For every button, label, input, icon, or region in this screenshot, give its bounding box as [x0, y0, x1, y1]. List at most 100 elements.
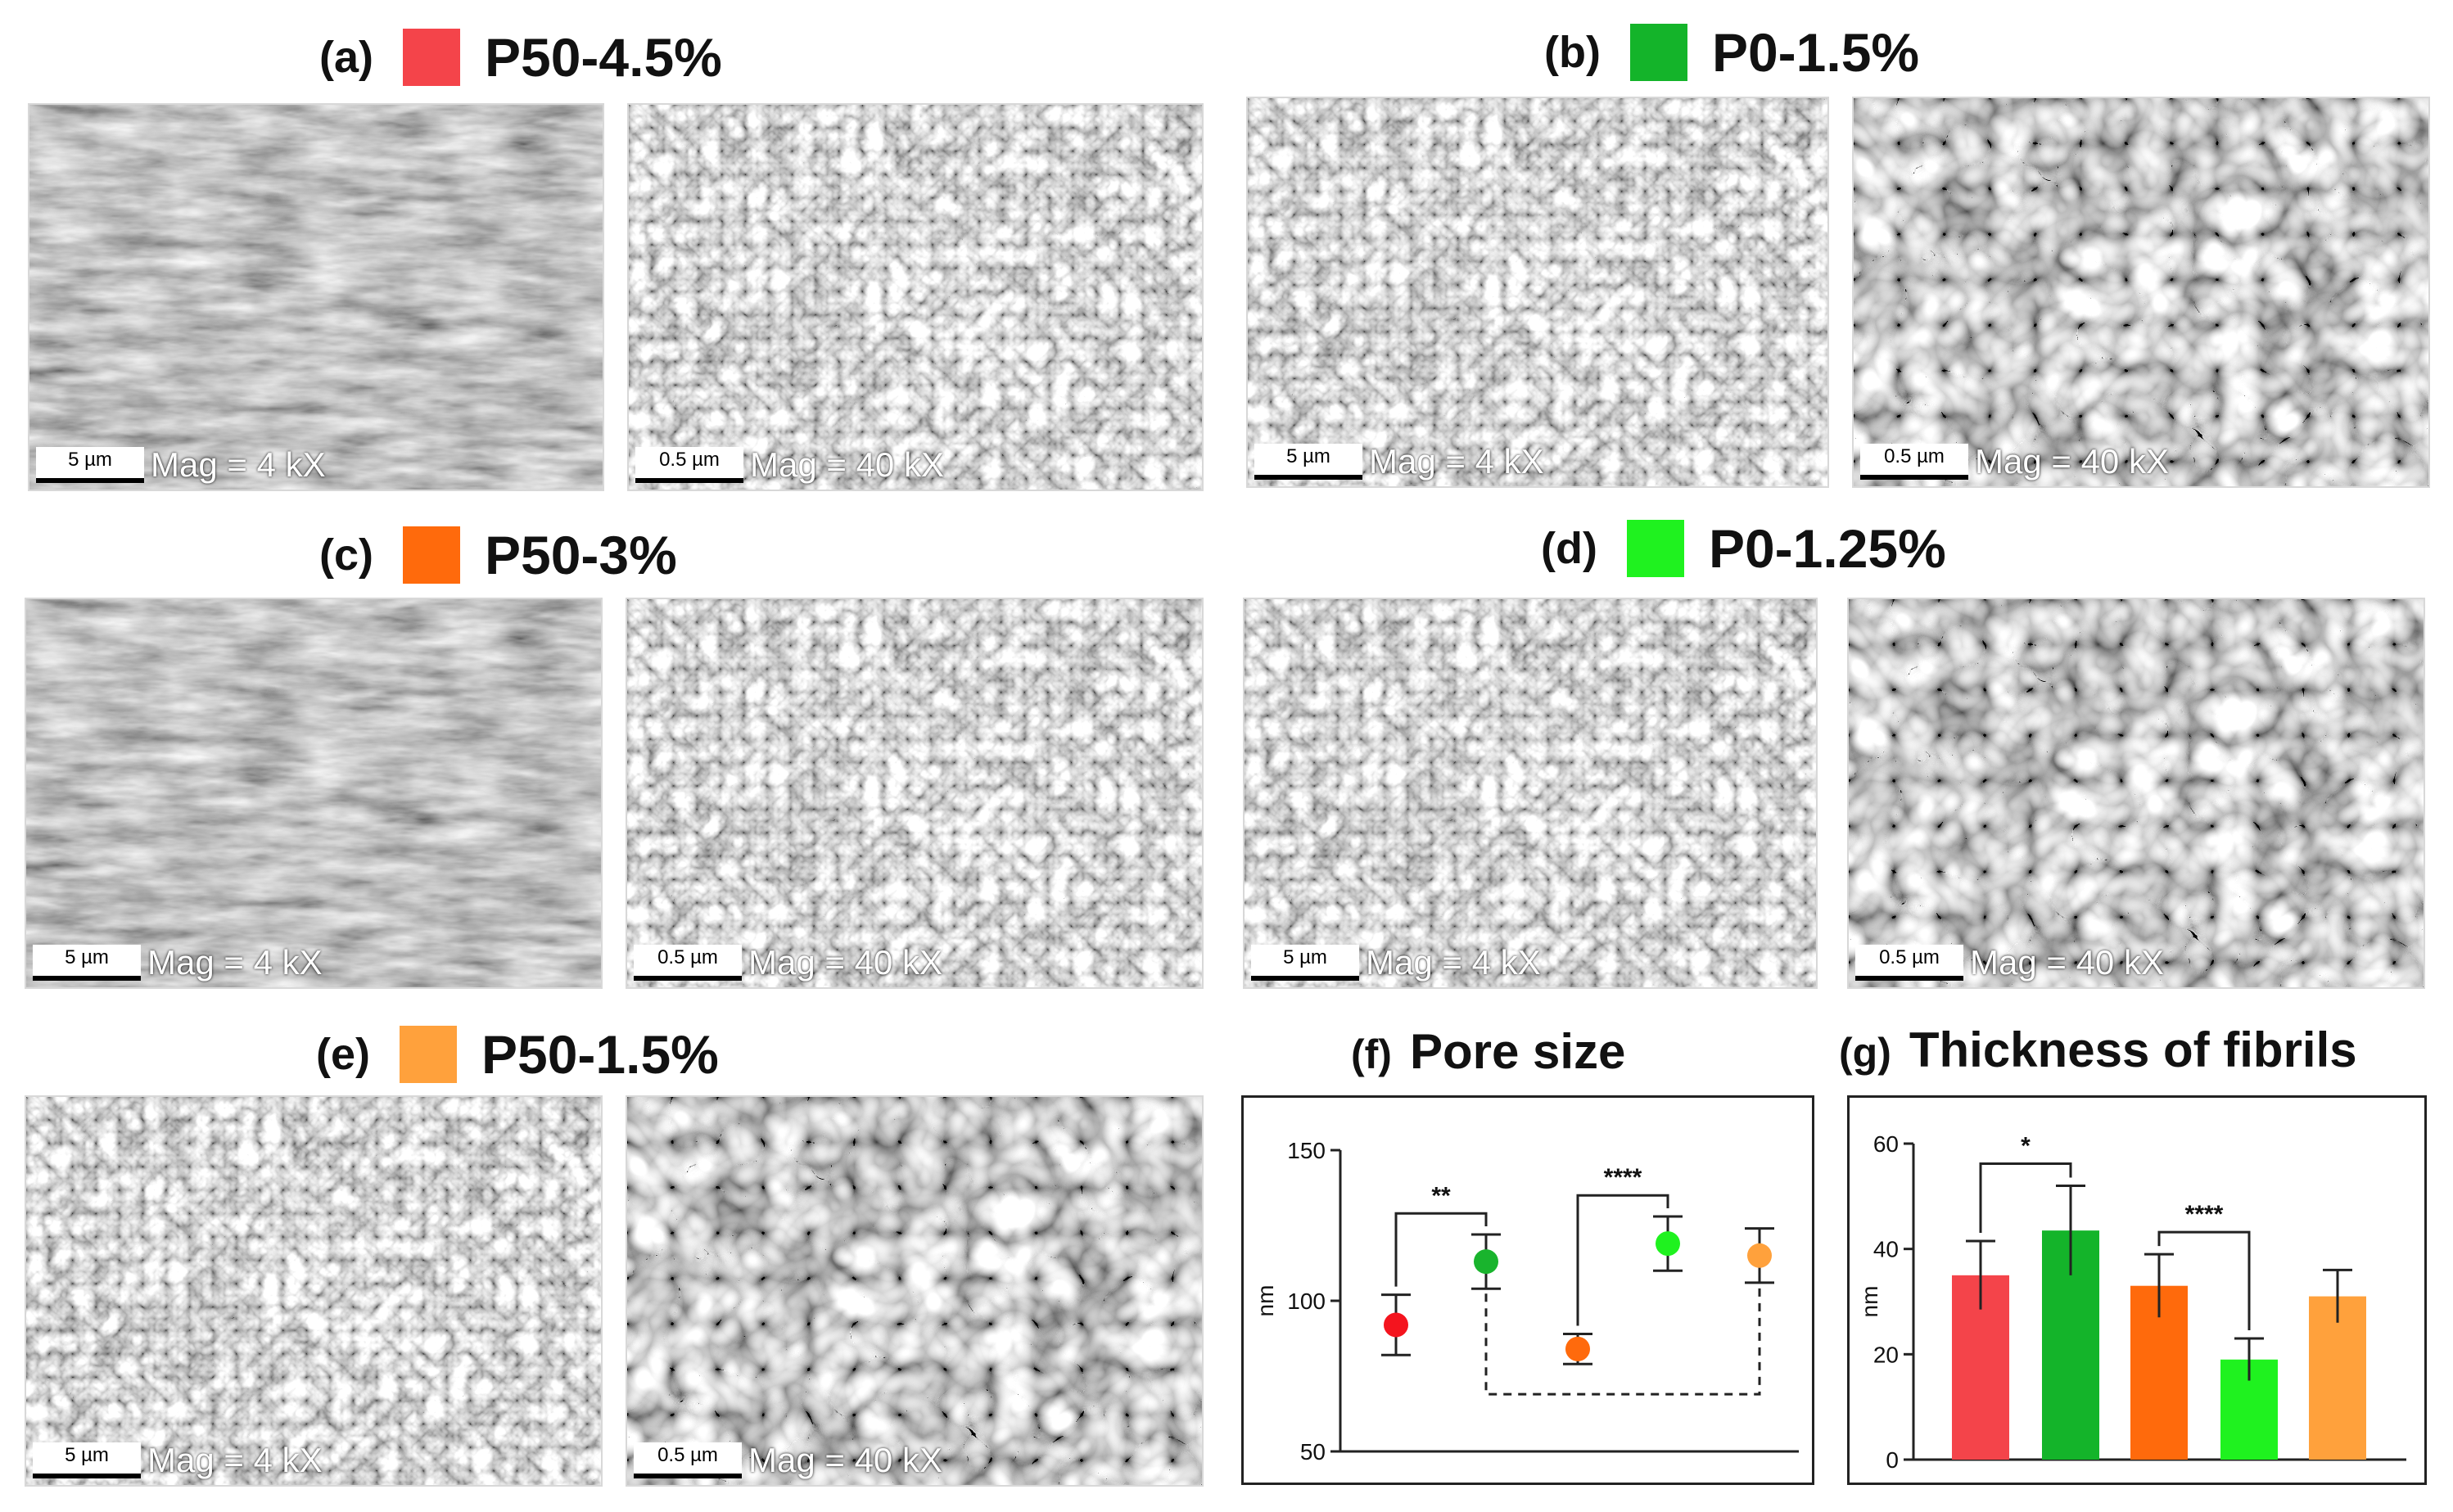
significance-bracket: [1979, 1162, 2072, 1234]
scale-bar: 0.5 µm: [635, 447, 743, 483]
panel-d-title: (d) P0-1.25%: [1541, 516, 1946, 581]
scale-bar: 5 µm: [33, 945, 141, 981]
magnification-label: Mag = 4 kX: [151, 445, 326, 484]
micrograph-texture: [26, 599, 601, 987]
y-tick-label: 100: [1287, 1289, 1326, 1314]
significance-bracket: [2157, 1230, 2251, 1331]
significance-bracket: [1576, 1194, 1669, 1326]
micrograph-b-high-mag: 0.5 µm Mag = 40 kX: [1852, 97, 2430, 488]
chart-g-title: (g) Thickness of fibrils: [1839, 1022, 2357, 1078]
magnification-label: Mag = 40 kX: [750, 445, 944, 484]
chart-g-letter: (g): [1839, 1030, 1891, 1076]
micrograph-texture: [1854, 98, 2428, 486]
significance-label: **: [1431, 1182, 1451, 1209]
chart-f-letter: (f): [1351, 1031, 1392, 1077]
magnification-label: Mag = 4 kX: [1366, 943, 1541, 982]
magnification-label: Mag = 4 kX: [147, 1441, 323, 1479]
panel-e-title: (e) P50-1.5%: [316, 1022, 719, 1087]
scale-bar: 0.5 µm: [1860, 444, 1968, 480]
data-point: [1565, 1336, 1590, 1361]
scale-bar: 5 µm: [1251, 945, 1359, 981]
significance-bracket: [1394, 1212, 1488, 1287]
panel-b-color-swatch: [1629, 24, 1687, 81]
panel-a-letter: (a): [319, 33, 373, 82]
panel-d-letter: (d): [1541, 524, 1597, 573]
scale-bar-label: 5 µm: [65, 1444, 109, 1466]
y-tick-label: 0: [1886, 1447, 1899, 1473]
magnification-label: Mag = 40 kX: [1975, 442, 2169, 481]
micrograph-b-low-mag: 5 µm Mag = 4 kX: [1246, 97, 1829, 488]
y-tick-label: 150: [1287, 1138, 1326, 1163]
panel-d-color-swatch: [1626, 520, 1684, 577]
chart-g-fibril-thickness: 0 20 40 60 nm * ****: [1847, 1095, 2427, 1485]
chart-g-title-text: Thickness of fibrils: [1909, 1022, 2357, 1077]
scale-bar-label: 5 µm: [1286, 445, 1330, 467]
micrograph-texture: [629, 105, 1202, 490]
chart-f-title-text: Pore size: [1409, 1024, 1626, 1079]
magnification-label: Mag = 40 kX: [748, 1441, 942, 1479]
magnification-label: Mag = 40 kX: [748, 943, 942, 982]
panel-b-letter: (b): [1544, 28, 1601, 77]
significance-label: ****: [2185, 1201, 2224, 1228]
y-axis-label: nm: [1857, 1286, 1882, 1318]
scale-bar: 5 µm: [36, 447, 144, 483]
micrograph-texture: [627, 1097, 1202, 1485]
micrograph-texture: [29, 105, 603, 490]
significance-label: ****: [1604, 1164, 1642, 1191]
panel-b-title: (b) P0-1.5%: [1544, 20, 1919, 85]
data-point: [1384, 1312, 1408, 1338]
chart-f-title: (f) Pore size: [1351, 1023, 1625, 1080]
panel-e-letter: (e): [316, 1030, 370, 1079]
panel-b-sample-name: P0-1.5%: [1711, 22, 1920, 83]
scale-bar: 0.5 µm: [634, 945, 742, 981]
micrograph-d-low-mag: 5 µm Mag = 4 kX: [1243, 598, 1818, 989]
panel-a-color-swatch: [403, 29, 460, 86]
scale-bar-label: 5 µm: [65, 946, 109, 968]
y-axis-label: nm: [1253, 1285, 1278, 1317]
micrograph-texture: [1245, 599, 1816, 987]
panel-c-letter: (c): [319, 530, 373, 580]
significance-label: *: [2021, 1132, 2031, 1159]
micrograph-a-high-mag: 0.5 µm Mag = 40 kX: [627, 103, 1204, 491]
scale-bar: 5 µm: [33, 1442, 141, 1478]
scale-bar: 5 µm: [1254, 444, 1362, 480]
panel-d-sample-name: P0-1.25%: [1708, 518, 1946, 579]
micrograph-texture: [1248, 98, 1827, 486]
micrograph-c-low-mag: 5 µm Mag = 4 kX: [25, 598, 603, 989]
scale-bar-label: 5 µm: [1283, 946, 1327, 968]
panel-e-color-swatch: [400, 1026, 457, 1083]
panel-a-sample-name: P50-4.5%: [485, 27, 722, 88]
y-tick-label: 20: [1873, 1342, 1899, 1367]
magnification-label: Mag = 4 kX: [147, 943, 323, 982]
data-point: [1474, 1249, 1498, 1275]
panel-e-sample-name: P50-1.5%: [481, 1024, 719, 1085]
panel-a-title: (a) P50-4.5%: [319, 25, 722, 90]
y-tick-label: 60: [1873, 1131, 1899, 1157]
y-tick-label: 40: [1873, 1237, 1899, 1262]
panel-c-sample-name: P50-3%: [485, 525, 677, 585]
micrograph-c-high-mag: 0.5 µm Mag = 40 kX: [626, 598, 1204, 989]
scale-bar-label: 0.5 µm: [1884, 445, 1945, 467]
micrograph-d-high-mag: 0.5 µm Mag = 40 kX: [1847, 598, 2425, 989]
micrograph-e-low-mag: 5 µm Mag = 4 kX: [25, 1095, 603, 1487]
chart-f-pore-size: 50 100 150 nm ** ****: [1241, 1095, 1814, 1485]
bar: [2309, 1296, 2366, 1460]
significance-bracket-dashed: [1484, 1287, 1761, 1396]
magnification-label: Mag = 4 kX: [1369, 442, 1544, 481]
scale-bar-label: 0.5 µm: [659, 449, 720, 471]
y-tick-label: 50: [1300, 1439, 1326, 1465]
scale-bar-label: 0.5 µm: [1879, 946, 1940, 968]
micrograph-a-low-mag: 5 µm Mag = 4 kX: [28, 103, 604, 491]
micrograph-texture: [1849, 599, 2424, 987]
scale-bar-label: 5 µm: [68, 449, 112, 471]
panel-c-color-swatch: [403, 526, 460, 584]
scale-bar: 0.5 µm: [1855, 945, 1963, 981]
data-point: [1747, 1243, 1772, 1268]
scale-bar: 0.5 µm: [634, 1442, 742, 1478]
micrograph-e-high-mag: 0.5 µm Mag = 40 kX: [626, 1095, 1204, 1487]
magnification-label: Mag = 40 kX: [1970, 943, 2164, 982]
scale-bar-label: 0.5 µm: [657, 1444, 718, 1466]
micrograph-texture: [26, 1097, 601, 1485]
